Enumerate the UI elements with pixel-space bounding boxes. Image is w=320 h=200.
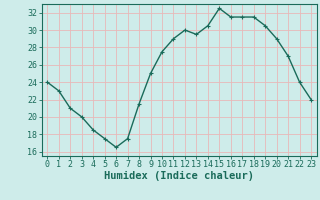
X-axis label: Humidex (Indice chaleur): Humidex (Indice chaleur) (104, 171, 254, 181)
